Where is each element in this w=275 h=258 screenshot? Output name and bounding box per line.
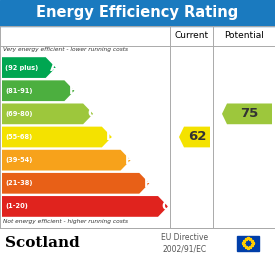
Text: F: F	[144, 177, 153, 190]
Polygon shape	[2, 196, 168, 217]
Text: E: E	[125, 154, 134, 167]
Text: 62: 62	[188, 131, 206, 143]
Bar	[237, 236, 259, 251]
Text: Current: Current	[174, 31, 208, 41]
Text: 75: 75	[240, 107, 258, 120]
Text: A: A	[50, 61, 59, 74]
Text: (1-20): (1-20)	[5, 203, 28, 209]
Polygon shape	[2, 103, 93, 124]
Text: (39-54): (39-54)	[5, 157, 32, 163]
Text: Energy Efficiency Rating: Energy Efficiency Rating	[36, 5, 239, 20]
Text: (69-80): (69-80)	[5, 111, 32, 117]
Text: B: B	[69, 84, 78, 97]
Text: C: C	[87, 107, 97, 120]
Polygon shape	[2, 57, 56, 78]
Bar	[0, 26, 275, 228]
Polygon shape	[179, 127, 210, 147]
Polygon shape	[222, 103, 272, 124]
Text: G: G	[162, 200, 172, 213]
Text: Potential: Potential	[224, 31, 264, 41]
Bar	[0, 0, 275, 26]
Text: (55-68): (55-68)	[5, 134, 32, 140]
Polygon shape	[2, 173, 149, 194]
Text: Very energy efficient - lower running costs: Very energy efficient - lower running co…	[3, 47, 128, 52]
Text: (92 plus): (92 plus)	[5, 64, 38, 71]
Text: (81-91): (81-91)	[5, 88, 32, 94]
Polygon shape	[2, 127, 112, 147]
Text: Not energy efficient - higher running costs: Not energy efficient - higher running co…	[3, 219, 128, 224]
Text: EU Directive
2002/91/EC: EU Directive 2002/91/EC	[161, 233, 208, 253]
Polygon shape	[2, 150, 131, 171]
Text: D: D	[106, 131, 116, 143]
Text: Scotland: Scotland	[5, 236, 80, 250]
Text: (21-38): (21-38)	[5, 180, 32, 186]
Polygon shape	[2, 80, 75, 101]
